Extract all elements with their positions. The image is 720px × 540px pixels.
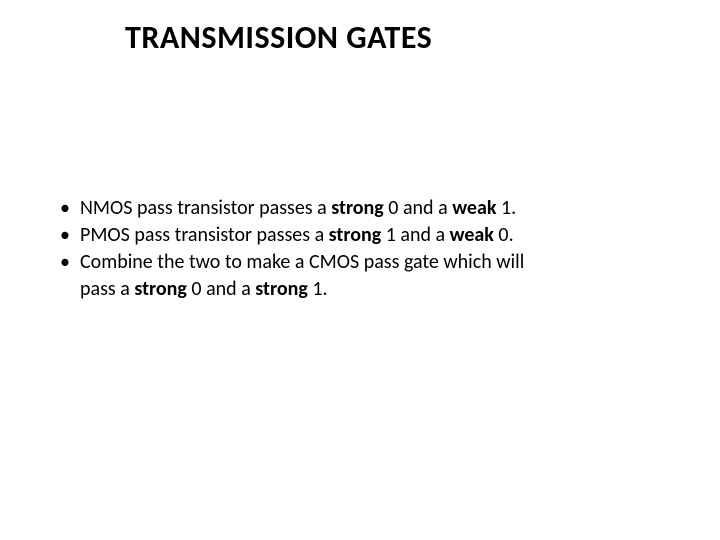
text-strong: weak <box>452 196 496 220</box>
text-strong: weak <box>450 223 494 247</box>
text-run: 0. <box>494 223 514 247</box>
text-run: 1 and a <box>381 223 449 247</box>
text-run: pass a <box>80 277 134 301</box>
text-strong: strong <box>134 277 187 301</box>
text-run: 1. <box>308 277 328 301</box>
text-strong: strong <box>331 196 384 220</box>
text-strong: strong <box>255 277 308 301</box>
list-item: Combine the two to make a CMOS pass gate… <box>50 249 670 276</box>
text-run: 0 and a <box>384 196 452 220</box>
list-item-continuation: pass a strong 0 and a strong 1. <box>50 276 670 303</box>
text-run: 0 and a <box>187 277 255 301</box>
list-item: PMOS pass transistor passes a strong 1 a… <box>50 222 670 249</box>
text-run: Combine the two to make a CMOS pass gate… <box>80 250 524 274</box>
text-run: 1. <box>496 196 516 220</box>
text-strong: strong <box>329 223 382 247</box>
text-run: NMOS pass transistor passes a <box>80 196 331 220</box>
text-run: PMOS pass transistor passes a <box>80 223 329 247</box>
page-title: TRANSMISSION GATES <box>125 18 432 57</box>
bullet-list: NMOS pass transistor passes a strong 0 a… <box>50 195 670 303</box>
list-item: NMOS pass transistor passes a strong 0 a… <box>50 195 670 222</box>
